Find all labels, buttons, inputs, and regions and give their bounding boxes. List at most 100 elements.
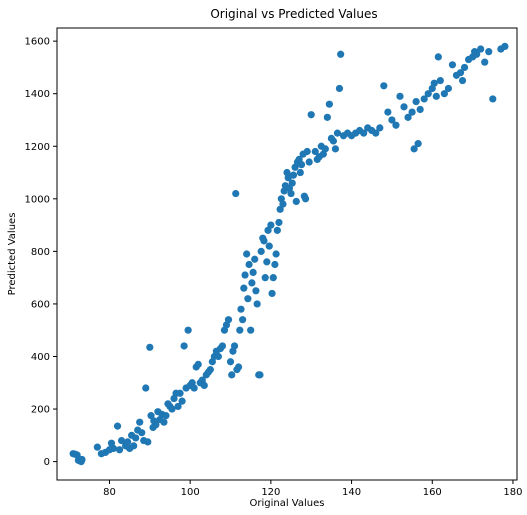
- scatter-point: [307, 111, 315, 119]
- scatter-point: [224, 316, 233, 324]
- plot-area: [69, 42, 509, 466]
- x-tick-label: 80: [103, 487, 116, 498]
- scatter-point: [190, 384, 198, 392]
- y-axis: 0 200 400 600 800 1000 1200 1400 1600: [25, 37, 57, 468]
- scatter-point: [420, 95, 428, 103]
- y-tick-label: 0: [44, 457, 50, 468]
- y-tick-label: 800: [31, 247, 50, 258]
- scatter-point: [404, 113, 412, 121]
- scatter-point: [115, 446, 124, 454]
- scatter-point: [152, 421, 160, 429]
- scatter-point: [481, 58, 489, 66]
- scatter-point: [184, 326, 192, 334]
- y-tick-label: 1200: [25, 142, 50, 153]
- scatter-point: [237, 305, 245, 313]
- scatter-point: [174, 402, 182, 411]
- x-axis-label: Original Values: [250, 498, 325, 509]
- scatter-point: [275, 218, 283, 227]
- scatter-point: [218, 342, 227, 350]
- scatter-point: [392, 121, 400, 129]
- scatter-point: [244, 295, 252, 303]
- scatter-point: [252, 287, 260, 295]
- scatter-point: [180, 342, 188, 350]
- scatter-point: [424, 90, 432, 98]
- scatter-point: [325, 100, 333, 108]
- scatter-point: [132, 434, 140, 442]
- scatter-point: [489, 95, 497, 103]
- scatter-point: [337, 50, 345, 58]
- scatter-point: [226, 358, 235, 366]
- scatter-point: [271, 260, 279, 269]
- scatter-point: [268, 289, 276, 298]
- scatter-point: [146, 343, 154, 351]
- scatter-point: [400, 103, 408, 111]
- scatter-point: [333, 129, 342, 137]
- scatter-point: [234, 363, 243, 371]
- scatter-point: [230, 342, 239, 350]
- scatter-point: [253, 300, 261, 308]
- scatter-point: [117, 436, 126, 445]
- scatter-point: [408, 108, 416, 116]
- scatter-point: [372, 129, 380, 137]
- scatter-point: [206, 366, 214, 374]
- x-tick-label: 120: [261, 487, 280, 498]
- scatter-point: [214, 352, 222, 361]
- y-tick-label: 1600: [25, 37, 50, 48]
- axes-frame: [56, 27, 518, 481]
- scatter-point: [410, 145, 418, 153]
- scatter-point: [251, 255, 259, 263]
- scatter-point: [78, 455, 86, 464]
- x-axis: 80 100 120 140 160 180: [103, 480, 523, 498]
- scatter-point: [289, 171, 298, 179]
- scatter-point: [287, 189, 295, 198]
- scatter-point: [138, 429, 146, 437]
- scatter-point: [305, 158, 313, 166]
- scatter-point: [232, 189, 240, 198]
- scatter-point: [473, 50, 481, 58]
- scatter-point: [448, 61, 457, 69]
- scatter-point: [136, 418, 144, 426]
- scatter-point: [178, 397, 186, 405]
- scatter-point: [388, 116, 396, 124]
- scatter-point: [477, 45, 485, 53]
- scatter-point: [273, 226, 281, 234]
- scatter-point: [142, 384, 150, 392]
- scatter-point: [263, 258, 271, 266]
- scatter-point: [160, 418, 168, 426]
- scatter-point: [416, 105, 424, 114]
- scatter-point: [176, 389, 184, 397]
- scatter-point: [396, 92, 404, 100]
- scatter-point: [279, 200, 287, 208]
- scatter-point: [260, 237, 268, 245]
- scatter-point: [162, 412, 170, 420]
- scatter-point: [257, 247, 265, 255]
- y-axis-label: Predicted Values: [7, 213, 18, 296]
- scatter-point: [168, 405, 176, 413]
- scatter-point: [440, 90, 448, 98]
- scatter-point: [384, 108, 392, 116]
- scatter-point: [261, 274, 269, 282]
- scatter-point: [248, 279, 256, 287]
- scatter-point: [485, 48, 493, 56]
- scatter-point: [256, 371, 264, 379]
- scatter-point: [239, 316, 247, 324]
- y-tick-label: 1000: [25, 194, 50, 205]
- scatter-point: [243, 250, 251, 258]
- scatter-point: [264, 226, 272, 234]
- scatter-point: [436, 76, 444, 85]
- scatter-point: [194, 360, 202, 368]
- scatter-point: [444, 84, 452, 93]
- scatter-point: [245, 260, 253, 269]
- scatter-point: [311, 147, 319, 156]
- y-tick-label: 1400: [25, 89, 50, 100]
- scatter-point: [432, 92, 440, 100]
- scatter-point: [329, 137, 337, 145]
- scatter-point: [501, 42, 509, 51]
- scatter-point: [458, 76, 467, 85]
- scatter-point: [323, 113, 331, 121]
- scatter-point: [414, 140, 422, 148]
- scatter-point: [380, 82, 388, 90]
- scatter-point: [460, 63, 469, 72]
- scatter-point: [292, 197, 300, 206]
